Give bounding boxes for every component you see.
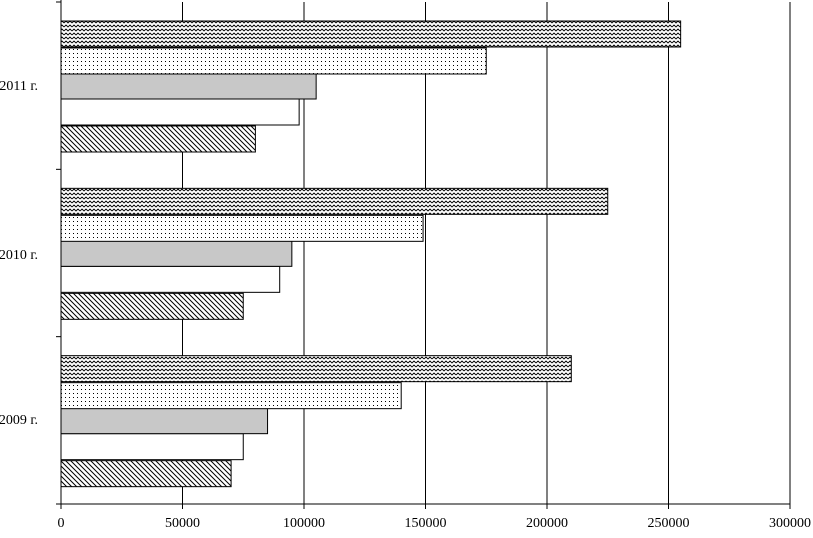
x-tick-label: 150000	[405, 516, 447, 531]
bar-dots	[60, 382, 402, 410]
x-tick-label: 0	[58, 516, 65, 531]
bar-white	[60, 98, 300, 126]
x-tick-labels: 0 50000 100000 150000 200000 250000 300000	[58, 516, 812, 531]
x-tick-label: 200000	[526, 516, 568, 531]
bar-waves	[60, 20, 682, 48]
category-label: 2010 г.	[0, 248, 38, 263]
bars	[60, 20, 682, 488]
bar-gray	[60, 407, 269, 435]
x-tick-label: 100000	[283, 516, 325, 531]
bar-dots	[60, 47, 487, 75]
bar-dots	[60, 214, 424, 242]
bar-white	[60, 433, 244, 461]
bar-diagonal-hatch	[60, 460, 232, 488]
x-tick-label: 50000	[165, 516, 200, 531]
category-labels: 2009 г. 2010 г. 2011 г.	[0, 79, 38, 428]
bar-waves	[60, 355, 572, 383]
bar-white	[60, 265, 281, 293]
x-tick-label: 250000	[648, 516, 690, 531]
bar-waves	[60, 187, 609, 215]
bar-diagonal-hatch	[60, 125, 256, 153]
x-tick-label: 300000	[769, 516, 811, 531]
category-label: 2011 г.	[0, 79, 38, 94]
bar-diagonal-hatch	[60, 292, 244, 320]
category-label: 2009 г.	[0, 413, 38, 428]
bar-gray	[60, 239, 293, 267]
axes	[56, 0, 791, 509]
bar-gray	[60, 72, 317, 100]
